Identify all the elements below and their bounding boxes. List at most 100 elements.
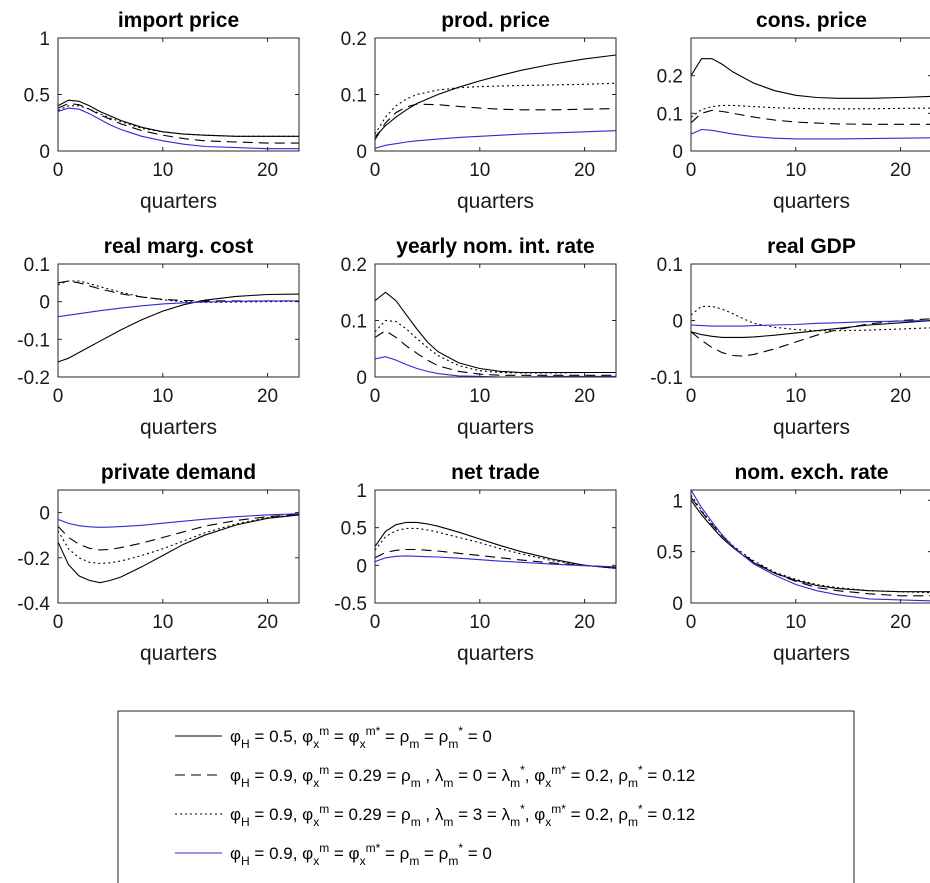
series-line-4 xyxy=(375,555,616,568)
axes-box xyxy=(374,37,617,152)
series-line-1 xyxy=(375,521,616,569)
legend-entry-2: φH = 0.9, φxm = 0.29 = ρm , λm = 0 = λm*… xyxy=(230,763,695,790)
x-tick-label: 10 xyxy=(785,612,806,633)
legend: φH = 0.5, φxm = φxm* = ρm = ρm* = 0 φH = … xyxy=(117,710,855,883)
series-line-2 xyxy=(58,280,299,302)
x-tick-label: 20 xyxy=(257,612,278,633)
series-line-1 xyxy=(691,499,930,593)
y-tick-label: -0.1 xyxy=(650,368,683,389)
x-axis-label: quarters xyxy=(140,416,217,439)
y-tick-label: 0.5 xyxy=(657,543,683,564)
series-line-4 xyxy=(691,490,930,602)
y-tick-label: 0 xyxy=(39,142,50,163)
x-tick-label: 0 xyxy=(686,612,697,633)
axes-box xyxy=(690,263,930,378)
panel-yearly-nom-int-rate: 0 10 20 0 0.1 0.2 yearly nom. int. rate quarter… xyxy=(341,235,617,439)
series-line-2 xyxy=(691,318,930,357)
series-line-3 xyxy=(58,513,299,565)
x-tick-label: 10 xyxy=(152,160,173,181)
y-tick-label: -0.2 xyxy=(17,368,50,389)
series-line-3 xyxy=(375,527,616,569)
panel-title: prod. price xyxy=(441,9,550,32)
y-tick-label: 0 xyxy=(39,504,50,525)
x-tick-label: 10 xyxy=(152,612,173,633)
x-tick-label: 10 xyxy=(469,612,490,633)
x-tick-label: 10 xyxy=(152,386,173,407)
y-tick-label: 1 xyxy=(356,481,367,502)
series-line-3 xyxy=(58,105,299,137)
series-line-2 xyxy=(691,496,930,597)
y-tick-label: 0.1 xyxy=(657,255,683,276)
y-tick-label: 0.1 xyxy=(341,312,367,333)
y-tick-label: 0.1 xyxy=(24,255,50,276)
series-line-4 xyxy=(58,107,299,150)
panel-title: private demand xyxy=(101,461,256,484)
series-line-1 xyxy=(58,293,299,363)
series-line-4 xyxy=(58,513,299,528)
y-tick-label: 0.2 xyxy=(657,67,683,88)
axes-box xyxy=(57,489,300,604)
series-line-1 xyxy=(58,99,299,137)
y-tick-label: 0.1 xyxy=(657,104,683,125)
y-tick-label: 0.5 xyxy=(341,519,367,540)
y-tick-label: 0.5 xyxy=(24,86,50,107)
x-tick-label: 10 xyxy=(469,160,490,181)
y-tick-label: 0.2 xyxy=(341,255,367,276)
y-tick-label: 1 xyxy=(672,491,683,512)
x-tick-label: 20 xyxy=(574,612,595,633)
axes-box xyxy=(57,263,300,378)
series-line-2 xyxy=(375,103,616,140)
x-tick-label: 20 xyxy=(574,160,595,181)
x-axis-label: quarters xyxy=(457,416,534,439)
x-tick-label: 10 xyxy=(785,160,806,181)
panel-cons-price: 0 10 20 0 0.1 0.2 cons. price quarters xyxy=(657,9,930,213)
axes-box xyxy=(374,489,617,604)
x-axis-label: quarters xyxy=(773,416,850,439)
series-line-3 xyxy=(691,104,930,118)
series-line-3 xyxy=(375,319,616,374)
x-tick-label: 20 xyxy=(257,386,278,407)
y-tick-label: 0 xyxy=(672,142,683,163)
panel-prod-price: 0 10 20 0 0.1 0.2 prod. price quarters xyxy=(341,9,617,213)
panel-title: net trade xyxy=(451,461,540,484)
series-line-3 xyxy=(691,494,930,594)
y-tick-label: -0.1 xyxy=(17,330,50,351)
y-tick-label: 0 xyxy=(356,368,367,389)
x-tick-label: 10 xyxy=(469,386,490,407)
series-line-4 xyxy=(58,300,299,318)
series-line-1 xyxy=(691,58,930,99)
panel-real-marg-cost: 0 10 20 -0.2 -0.1 0 0.1 real marg. cost quarters xyxy=(17,235,300,439)
y-tick-label: -0.5 xyxy=(334,594,367,615)
y-tick-label: 0 xyxy=(672,312,683,333)
legend-entry-1: φH = 0.5, φxm = φxm* = ρm = ρm* = 0 xyxy=(230,724,492,751)
x-tick-label: 20 xyxy=(890,612,911,633)
x-axis-label: quarters xyxy=(140,642,217,665)
x-tick-label: 0 xyxy=(53,386,64,407)
y-tick-label: -0.2 xyxy=(17,549,50,570)
series-line-1 xyxy=(58,514,299,584)
series-line-2 xyxy=(375,548,616,569)
x-tick-label: 0 xyxy=(686,386,697,407)
x-tick-label: 0 xyxy=(53,612,64,633)
panel-title: real marg. cost xyxy=(104,235,253,258)
series-line-4 xyxy=(691,319,930,327)
series-line-3 xyxy=(375,82,616,135)
panel-title: real GDP xyxy=(767,235,856,258)
x-tick-label: 0 xyxy=(370,386,381,407)
series-line-2 xyxy=(58,513,299,551)
y-tick-label: 0.2 xyxy=(341,29,367,50)
legend-box xyxy=(117,710,855,883)
x-tick-label: 20 xyxy=(890,160,911,181)
panel-nom-exch-rate: 0 10 20 0 0.5 1 nom. exch. rate quarters xyxy=(657,461,930,665)
x-tick-label: 10 xyxy=(785,386,806,407)
series-line-1 xyxy=(375,54,616,138)
legend-entry-4: φH = 0.9, φxm = φxm* = ρm = ρm* = 0 xyxy=(230,841,492,868)
axes-box xyxy=(690,37,930,152)
panel-private-demand: 0 10 20 -0.4 -0.2 0 private demand quarters xyxy=(17,461,300,665)
y-tick-label: 0 xyxy=(39,293,50,314)
series-line-4 xyxy=(375,130,616,149)
x-axis-label: quarters xyxy=(457,190,534,213)
legend-entry-3: φH = 0.9, φxm = 0.29 = ρm , λm = 3 = λm*… xyxy=(230,802,695,829)
y-tick-label: 0 xyxy=(356,142,367,163)
